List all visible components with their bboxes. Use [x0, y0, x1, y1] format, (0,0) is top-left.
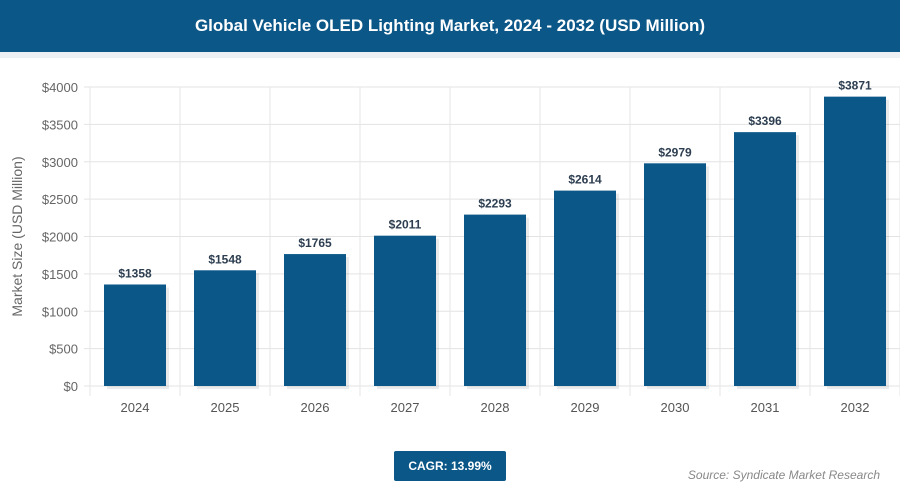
- y-axis-label: Market Size (USD Million): [9, 156, 25, 316]
- bar: [374, 235, 436, 386]
- data-label: $1358: [118, 266, 152, 280]
- x-tick-label: 2030: [661, 400, 690, 415]
- data-label: $2293: [478, 197, 512, 211]
- y-tick-label: $2500: [42, 192, 78, 207]
- header-divider: [0, 52, 900, 58]
- chart-title: Global Vehicle OLED Lighting Market, 202…: [0, 0, 900, 52]
- y-tick-label: $1000: [42, 304, 78, 319]
- x-tick-label: 2027: [391, 400, 420, 415]
- y-tick-label: $3500: [42, 117, 78, 132]
- x-tick-label: 2026: [301, 400, 330, 415]
- bar: [464, 214, 526, 386]
- source-note: Source: Syndicate Market Research: [687, 468, 880, 482]
- bar: [194, 270, 256, 386]
- bar: [554, 190, 616, 386]
- data-label: $3871: [838, 79, 872, 93]
- y-tick-label: $2000: [42, 230, 78, 245]
- y-tick-label: $1500: [42, 267, 78, 282]
- y-tick-label: $3000: [42, 155, 78, 170]
- bar: [734, 132, 796, 386]
- x-tick-label: 2029: [571, 400, 600, 415]
- x-tick-label: 2031: [751, 400, 780, 415]
- data-label: $2011: [389, 218, 422, 232]
- bar: [644, 163, 706, 386]
- data-label: $3396: [748, 114, 782, 128]
- data-label: $2979: [658, 145, 692, 159]
- bar: [824, 96, 886, 386]
- y-tick-label: $4000: [42, 80, 78, 95]
- data-label: $1548: [208, 252, 242, 266]
- bar: [284, 254, 346, 386]
- cagr-badge: CAGR: 13.99%: [394, 451, 506, 481]
- y-tick-label: $500: [49, 342, 78, 357]
- x-tick-label: 2032: [841, 400, 870, 415]
- data-label: $2614: [568, 173, 602, 187]
- data-label: $1765: [298, 236, 332, 250]
- x-tick-label: 2028: [481, 400, 510, 415]
- y-tick-label: $0: [64, 379, 78, 394]
- x-tick-label: 2024: [121, 400, 150, 415]
- x-tick-label: 2025: [211, 400, 240, 415]
- bar: [104, 284, 166, 386]
